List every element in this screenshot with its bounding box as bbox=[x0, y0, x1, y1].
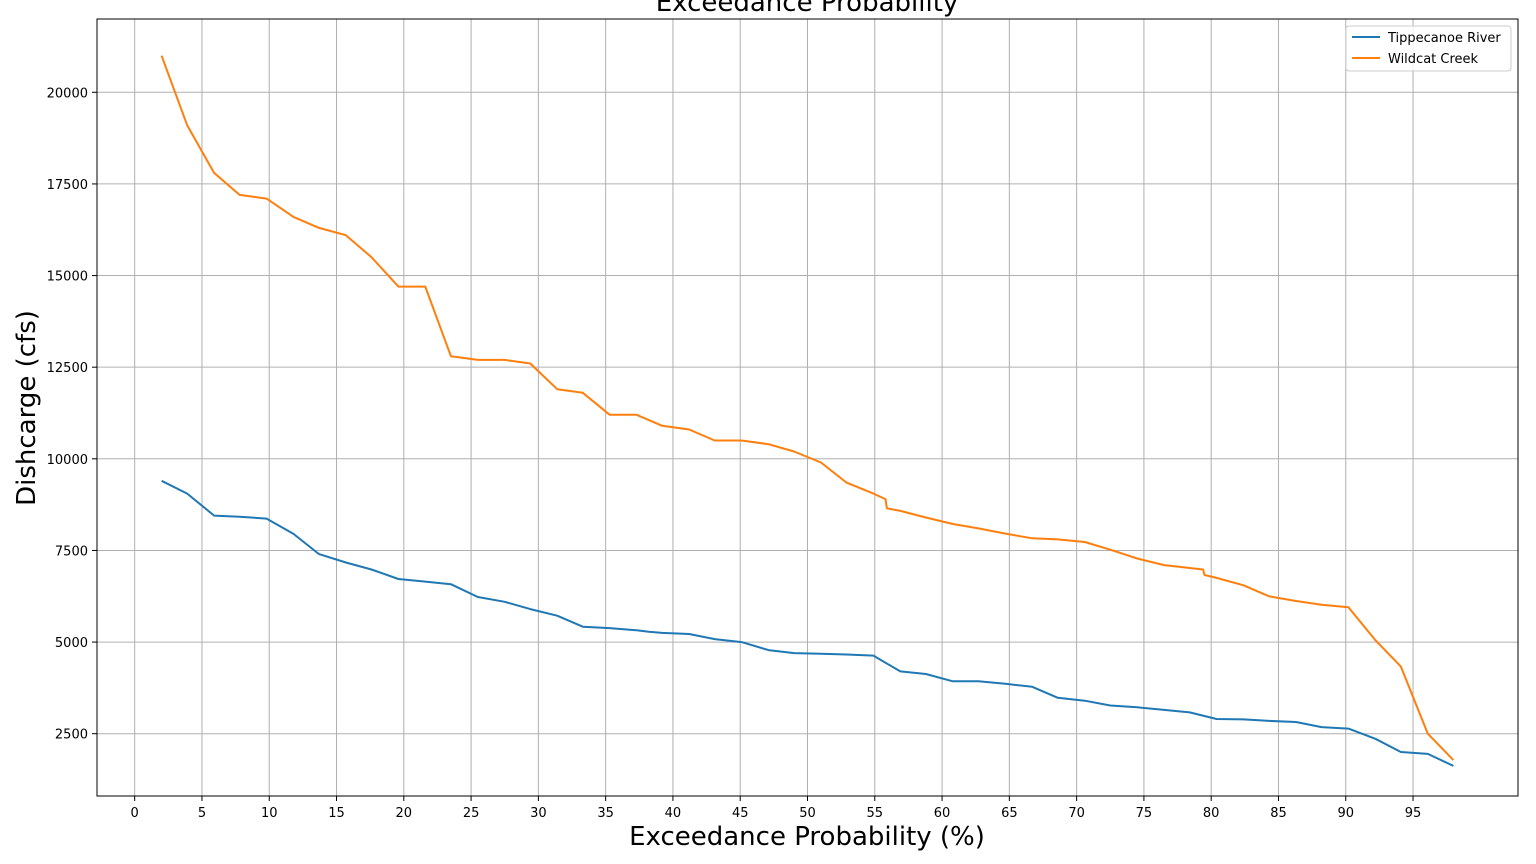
x-tick-label: 15 bbox=[328, 806, 345, 821]
x-tick-label: 80 bbox=[1203, 806, 1220, 821]
y-tick-label: 5000 bbox=[55, 636, 88, 651]
y-tick-label: 7500 bbox=[55, 544, 88, 559]
y-tick-label: 12500 bbox=[47, 361, 88, 376]
x-tick-label: 0 bbox=[131, 806, 139, 821]
y-axis: 2500 5000 7500 10000 12500 15000 17500 20000 bbox=[47, 86, 97, 743]
series-line-tippecanoe-river bbox=[161, 479, 1454, 767]
x-tick-label: 90 bbox=[1337, 806, 1354, 821]
series-layer bbox=[160, 55, 1455, 767]
x-tick-label: 75 bbox=[1136, 806, 1153, 821]
x-tick-label: 35 bbox=[597, 806, 614, 821]
y-tick-label: 20000 bbox=[47, 86, 88, 101]
y-tick-label: 15000 bbox=[47, 270, 88, 285]
legend-box bbox=[1345, 25, 1512, 72]
y-axis-title: Dishcarge (cfs) bbox=[12, 310, 42, 506]
legend-label-wildcat: Wildcat Creek bbox=[1388, 52, 1479, 67]
x-tick-label: 55 bbox=[867, 806, 884, 821]
legend: Tippecanoe River Wildcat Creek bbox=[1345, 25, 1512, 72]
x-tick-label: 25 bbox=[463, 806, 480, 821]
x-tick-label: 40 bbox=[665, 806, 682, 821]
x-tick-label: 45 bbox=[732, 806, 749, 821]
x-tick-label: 50 bbox=[799, 806, 816, 821]
legend-label-tippecanoe: Tippecanoe River bbox=[1387, 31, 1501, 46]
x-axis: 0 5 10 15 20 25 30 35 40 45 50 55 60 65 70 75 80 85 90 95 bbox=[131, 796, 1422, 821]
y-tick-label: 2500 bbox=[55, 728, 88, 743]
x-tick-label: 85 bbox=[1270, 806, 1287, 821]
y-tick-label: 10000 bbox=[47, 453, 88, 468]
x-tick-label: 65 bbox=[1001, 806, 1018, 821]
x-tick-label: 95 bbox=[1405, 806, 1422, 821]
grid bbox=[97, 19, 1518, 796]
x-tick-label: 30 bbox=[530, 806, 547, 821]
x-axis-title: Exceedance Probability (%) bbox=[629, 822, 985, 852]
chart-title: Exceedance Probability bbox=[656, 0, 959, 18]
x-tick-label: 70 bbox=[1068, 806, 1085, 821]
y-tick-label: 17500 bbox=[47, 178, 88, 193]
x-tick-label: 20 bbox=[396, 806, 413, 821]
x-tick-label: 60 bbox=[934, 806, 951, 821]
x-tick-label: 5 bbox=[198, 806, 206, 821]
x-tick-label: 10 bbox=[261, 806, 278, 821]
series-line-wildcat-creek bbox=[160, 55, 1455, 761]
